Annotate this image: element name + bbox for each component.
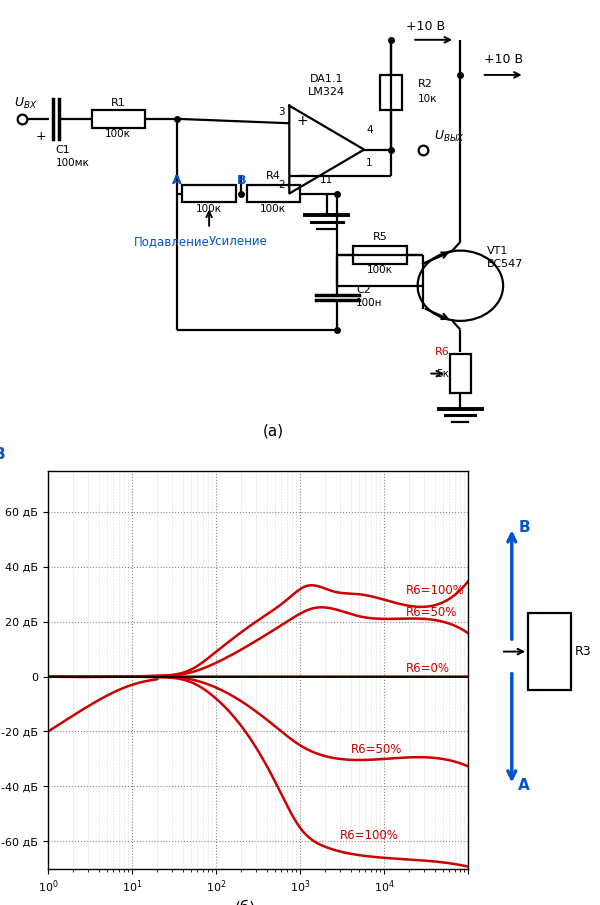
Text: R6=50%: R6=50% [406, 606, 457, 619]
Bar [182, 185, 236, 203]
Bar [380, 75, 401, 110]
Text: 100мк: 100мк [56, 157, 89, 167]
Text: R3: R3 [574, 645, 591, 658]
Text: 5к: 5к [437, 368, 449, 378]
Text: 4: 4 [366, 125, 373, 135]
Text: 100к: 100к [105, 129, 131, 139]
Text: R6=100%: R6=100% [340, 829, 399, 842]
Text: +10 В: +10 В [406, 20, 445, 33]
Text: BC547: BC547 [487, 259, 523, 269]
Text: VT1: VT1 [487, 245, 508, 255]
Text: 100к: 100к [196, 204, 222, 214]
Text: 100к: 100к [367, 265, 393, 275]
Bar [353, 246, 407, 263]
Text: A: A [172, 174, 182, 186]
Text: +: + [35, 130, 46, 143]
Text: 100к: 100к [260, 204, 286, 214]
Text: 11: 11 [320, 176, 334, 186]
Text: (б): (б) [235, 900, 256, 905]
Text: −: − [296, 168, 309, 184]
Text: 2: 2 [278, 180, 284, 190]
Bar [247, 185, 300, 203]
Text: LM324: LM324 [308, 88, 345, 98]
Bar [92, 110, 145, 128]
Bar [449, 354, 471, 394]
Text: Подавление: Подавление [134, 235, 209, 248]
Text: R6=50%: R6=50% [350, 744, 402, 757]
Text: DA1.1: DA1.1 [310, 74, 343, 84]
Text: R4: R4 [266, 171, 281, 181]
Text: R2: R2 [418, 79, 433, 89]
Text: В: В [0, 447, 5, 462]
Text: $U_{ВХ}$: $U_{ВХ}$ [14, 96, 37, 111]
Text: А: А [518, 777, 530, 793]
Text: +: + [297, 114, 308, 128]
Text: C1: C1 [56, 145, 70, 155]
Text: В: В [518, 519, 530, 535]
Bar [528, 614, 571, 690]
Text: (а): (а) [263, 424, 284, 438]
Text: 1: 1 [366, 157, 373, 167]
Text: R1: R1 [111, 99, 125, 109]
Text: R6=0%: R6=0% [406, 662, 449, 675]
Text: B: B [236, 174, 246, 186]
Text: R6: R6 [435, 347, 449, 357]
Text: $U_{ВЫХ}$: $U_{ВЫХ}$ [434, 129, 464, 144]
Text: R6=100%: R6=100% [406, 585, 464, 597]
Text: 10к: 10к [418, 94, 437, 104]
Text: Усиление: Усиление [209, 235, 268, 248]
Text: 100н: 100н [356, 299, 383, 309]
Text: C2: C2 [356, 285, 371, 295]
Text: +10 В: +10 В [484, 53, 523, 66]
Text: 3: 3 [278, 108, 284, 118]
Text: R5: R5 [373, 233, 388, 243]
